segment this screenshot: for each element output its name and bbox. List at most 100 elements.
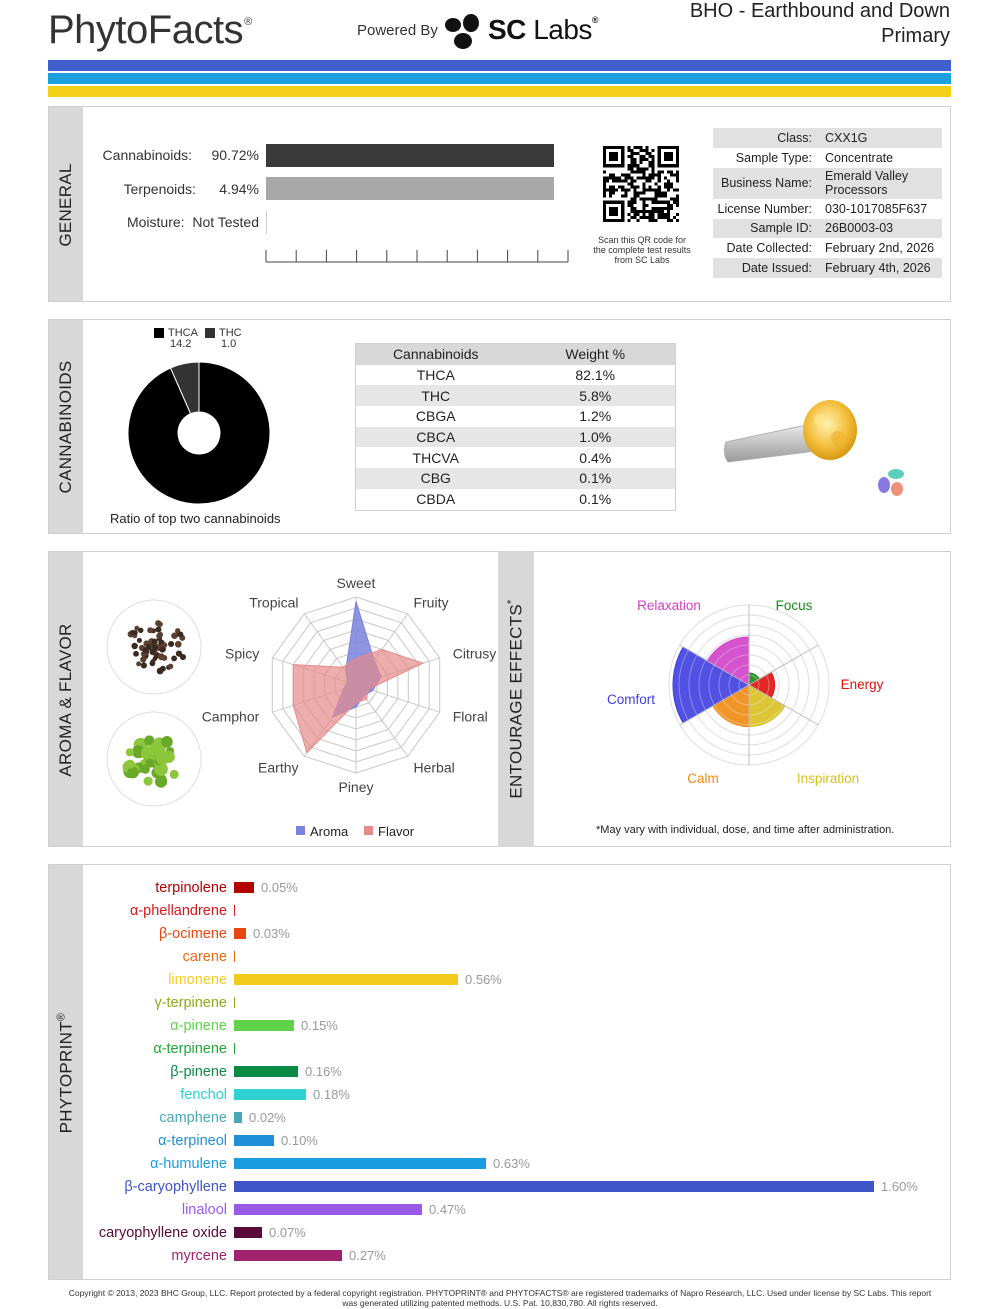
qr-module — [642, 188, 646, 192]
hops-aroma-image — [106, 711, 202, 807]
qr-module — [624, 173, 628, 177]
qr-module — [654, 188, 658, 192]
qr-module — [651, 209, 655, 213]
qr-module — [654, 191, 658, 195]
qr-module — [642, 170, 646, 174]
qr-module — [612, 191, 616, 195]
peppercorn — [161, 642, 168, 649]
qr-module — [627, 188, 631, 192]
terpene-name: myrcene — [171, 1248, 227, 1264]
radar-axis-label: Camphor — [202, 709, 260, 725]
qr-module — [651, 188, 655, 192]
peppercorn — [131, 642, 138, 650]
terpene-value: 0.18% — [313, 1087, 350, 1102]
qr-module — [603, 176, 607, 180]
qr-module — [645, 149, 649, 153]
qr-module — [663, 212, 667, 216]
terpene-bar — [234, 905, 235, 916]
cannabinoids-bar — [266, 144, 554, 167]
terpene-value: 0.56% — [465, 972, 502, 987]
qr-module — [642, 149, 646, 153]
qr-module — [627, 176, 631, 180]
qr-module — [615, 176, 619, 180]
percent-scale-axis — [265, 250, 569, 263]
qr-module — [651, 218, 655, 222]
effects-spoke — [679, 644, 750, 686]
terpene-value: 0.47% — [429, 1202, 466, 1217]
qr-module — [672, 173, 676, 177]
qr-module — [636, 176, 640, 180]
terpene-bar — [234, 1227, 262, 1238]
peppercorn — [136, 637, 142, 643]
qr-module — [651, 176, 655, 180]
info-row-date-issued: Date Issued: February 4th, 2026 — [713, 258, 942, 278]
qr-module — [633, 170, 637, 174]
hop-cone — [156, 774, 167, 785]
sc-labs-logo-icon — [445, 14, 479, 49]
qr-module — [660, 194, 664, 198]
peppercorn — [147, 627, 154, 634]
peppercorn — [168, 640, 175, 648]
qr-code[interactable] — [603, 146, 679, 222]
qr-module — [618, 179, 622, 183]
sc-labs-wordmark: SC Labs® — [488, 14, 599, 45]
legend-label-aroma: Aroma — [310, 824, 349, 839]
qr-module — [630, 158, 634, 162]
aroma-side-tab: AROMA & FLAVOR — [49, 552, 83, 846]
qr-module — [618, 185, 622, 189]
terpene-value: 0.16% — [305, 1064, 342, 1079]
qr-module — [639, 158, 643, 162]
qr-module — [666, 200, 670, 204]
cannabinoids-metric: Cannabinoids: 90.72% — [102, 147, 259, 163]
terpene-name: α-humulene — [150, 1156, 227, 1172]
qr-module — [654, 182, 658, 186]
peppercorn — [140, 662, 147, 669]
qr-module — [639, 209, 643, 213]
peppercorn — [155, 626, 162, 633]
moisture-metric: Moisture: Not Tested — [126, 214, 259, 230]
sample-info-table: Class: CXX1G Sample Type: Concentrate Busi… — [713, 128, 942, 278]
qr-module — [645, 152, 649, 156]
qr-module — [657, 212, 661, 216]
qr-module — [636, 164, 640, 168]
qr-module — [612, 173, 616, 177]
qr-module — [633, 191, 637, 195]
qr-module — [663, 206, 667, 210]
qr-module — [648, 173, 652, 177]
peppercorn — [177, 631, 183, 637]
qr-module — [645, 209, 649, 213]
terpene-name: limonene — [168, 972, 227, 988]
qr-module — [621, 185, 625, 189]
qr-module — [639, 176, 643, 180]
terpene-name: linalool — [181, 1202, 227, 1218]
qr-module — [630, 185, 634, 189]
info-row-class: Class: CXX1G — [713, 128, 942, 148]
qr-module — [630, 152, 634, 156]
qr-module — [651, 155, 655, 159]
radar-axis-label: Spicy — [225, 645, 259, 661]
qr-module — [642, 173, 646, 177]
terpene-bar — [234, 1066, 298, 1077]
radar-axis-label: Floral — [453, 709, 488, 725]
qr-module — [645, 146, 649, 150]
qr-module — [648, 188, 652, 192]
qr-module — [642, 191, 646, 195]
terpene-bar — [234, 1158, 486, 1169]
qr-module — [648, 218, 652, 222]
product-title: BHO - Earthbound and Down — [689, 0, 950, 22]
qr-module — [666, 206, 670, 210]
peppercorn — [175, 650, 183, 657]
cannabinoid-weight: 0.1% — [579, 470, 612, 487]
qr-module — [669, 197, 673, 201]
hop-cone — [140, 746, 155, 760]
entourage-section-label: ENTOURAGE EFFECTS* — [505, 599, 526, 799]
effects-spoke — [748, 644, 819, 686]
peppercorn — [152, 656, 158, 661]
powered-by-label: Powered By — [357, 22, 438, 39]
cannabinoid-name: CBGA — [415, 408, 456, 425]
qr-module — [651, 149, 655, 153]
cannabinoids-side-tab: CANNABINOIDS — [49, 320, 83, 533]
qr-module — [642, 206, 646, 210]
phytoprint-section: PHYTOPRINT® — [48, 864, 951, 1280]
qr-module — [651, 200, 655, 204]
